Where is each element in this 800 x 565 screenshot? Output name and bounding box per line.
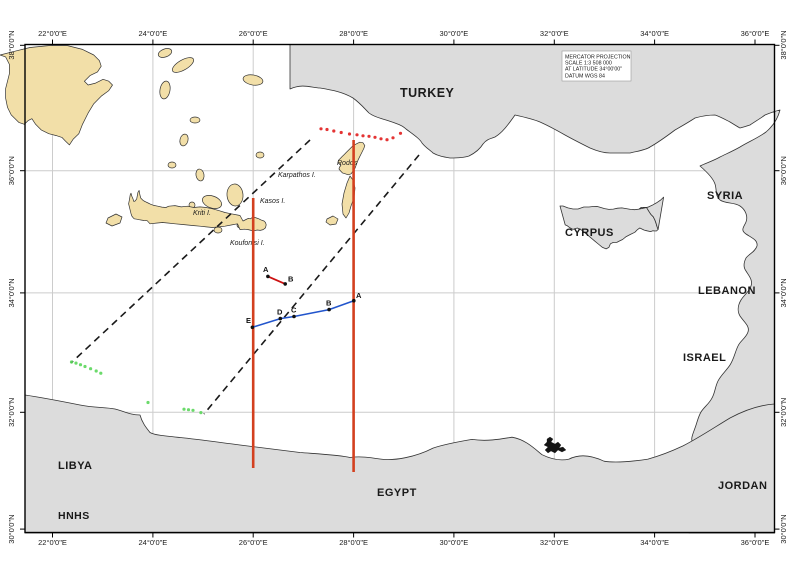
svg-text:SYRIA: SYRIA [707,190,743,202]
svg-text:36°0'0"N: 36°0'0"N [779,156,788,185]
svg-text:22°0'0"E: 22°0'0"E [38,538,67,547]
svg-text:A: A [263,265,269,274]
svg-text:ISRAEL: ISRAEL [683,352,726,364]
svg-text:B: B [288,275,294,284]
svg-text:32°0'0"E: 32°0'0"E [540,29,569,38]
svg-text:26°0'0"E: 26°0'0"E [239,538,268,547]
svg-text:38°0'0"N: 38°0'0"N [779,30,788,59]
svg-text:TURKEY: TURKEY [400,86,455,100]
svg-text:AT LATITUDE 34°00'00": AT LATITUDE 34°00'00" [565,67,622,73]
svg-text:34°0'0"E: 34°0'0"E [640,29,669,38]
svg-text:34°0'0"N: 34°0'0"N [779,278,788,307]
svg-text:38°0'0"N: 38°0'0"N [7,30,16,59]
svg-text:36°0'0"E: 36°0'0"E [741,538,770,547]
svg-text:EGYPT: EGYPT [377,487,417,499]
svg-text:24°0'0"E: 24°0'0"E [139,29,168,38]
svg-text:Koufonisi I.: Koufonisi I. [230,240,265,247]
svg-text:30°0'0"N: 30°0'0"N [7,514,16,543]
svg-text:32°0'0"N: 32°0'0"N [779,398,788,427]
svg-text:36°0'0"N: 36°0'0"N [7,156,16,185]
svg-text:HNHS: HNHS [58,510,90,522]
svg-text:E: E [246,316,251,325]
svg-text:Karpathos I.: Karpathos I. [278,172,316,179]
svg-text:32°0'0"N: 32°0'0"N [7,398,16,427]
svg-text:Kasos I.: Kasos I. [260,198,285,205]
svg-text:30°0'0"E: 30°0'0"E [440,538,469,547]
svg-text:B: B [326,299,332,308]
svg-text:30°0'0"N: 30°0'0"N [779,514,788,543]
svg-text:Kriti I.: Kriti I. [193,210,211,217]
svg-text:LIBYA: LIBYA [58,460,93,472]
svg-text:32°0'0"E: 32°0'0"E [540,538,569,547]
svg-text:28°0'0"E: 28°0'0"E [339,29,368,38]
svg-text:22°0'0"E: 22°0'0"E [38,29,67,38]
svg-text:DATUM WGS 84: DATUM WGS 84 [565,74,605,80]
svg-text:26°0'0"E: 26°0'0"E [239,29,268,38]
svg-text:28°0'0"E: 28°0'0"E [339,538,368,547]
svg-text:D: D [277,308,283,317]
svg-text:30°0'0"E: 30°0'0"E [440,29,469,38]
svg-text:34°0'0"E: 34°0'0"E [640,538,669,547]
svg-text:24°0'0"E: 24°0'0"E [139,538,168,547]
svg-text:36°0'0"E: 36°0'0"E [741,29,770,38]
svg-text:34°0'0"N: 34°0'0"N [7,278,16,307]
svg-text:A: A [356,291,362,300]
svg-text:C: C [291,306,297,315]
svg-text:CYRPUS: CYRPUS [565,227,614,239]
svg-text:JORDAN: JORDAN [718,480,767,492]
svg-text:LEBANON: LEBANON [698,285,756,297]
